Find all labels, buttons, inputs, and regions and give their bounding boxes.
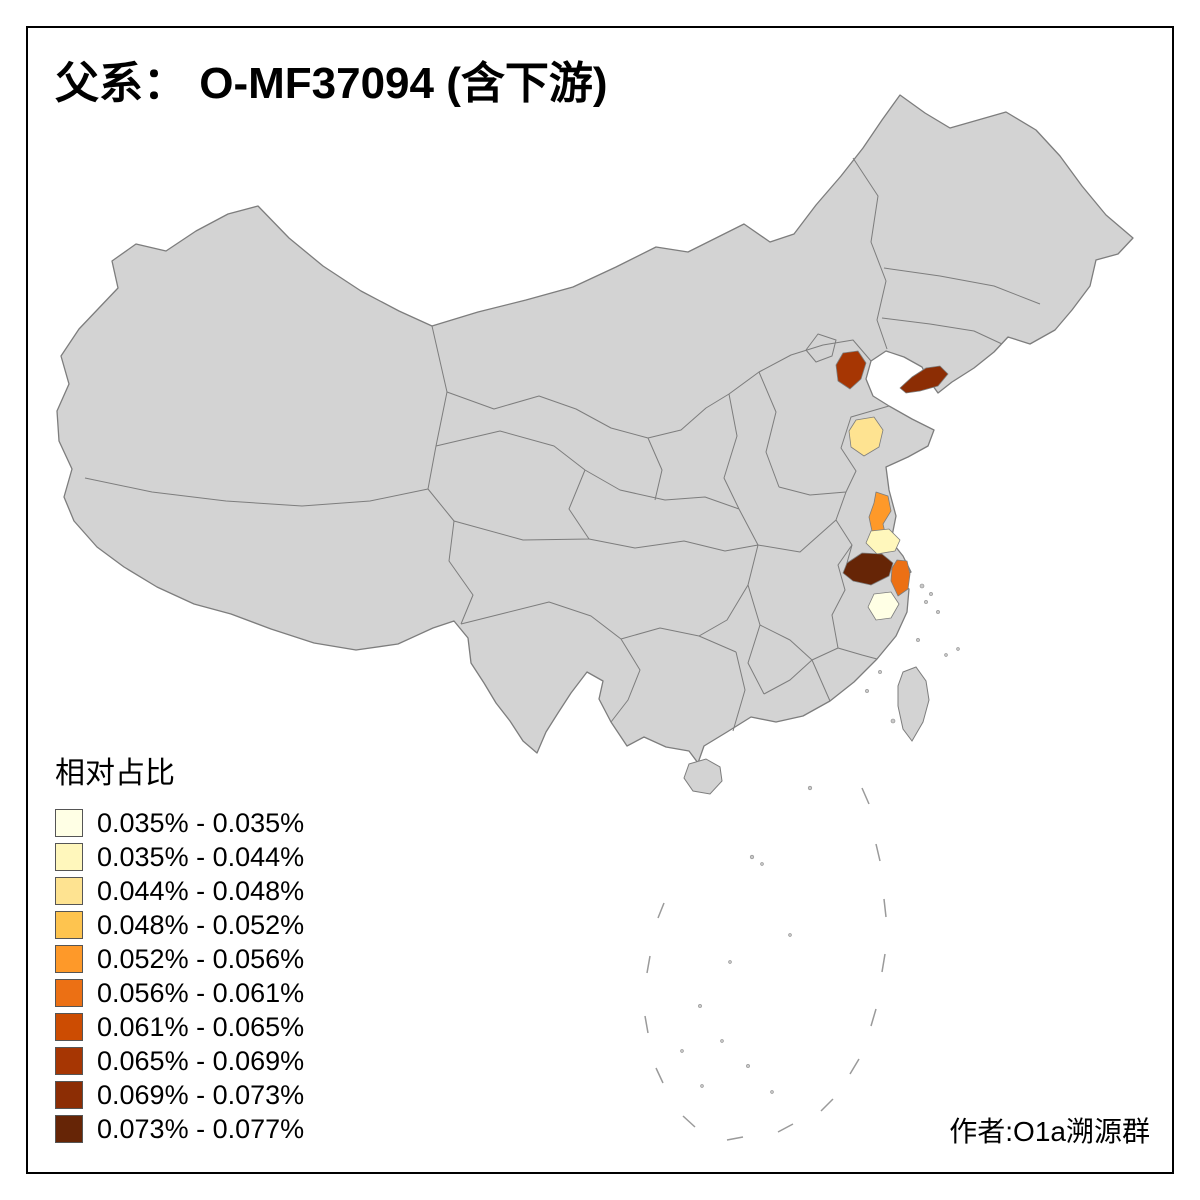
legend-swatch: [55, 1013, 83, 1041]
map-region-zhejiang-mid: [867, 591, 900, 621]
legend-item-label: 0.035% - 0.044%: [97, 841, 305, 872]
legend-item-label: 0.056% - 0.061%: [97, 977, 305, 1008]
legend-swatch: [55, 911, 83, 939]
islands: [644, 583, 960, 1141]
legend-item: 0.044% - 0.048%: [55, 874, 304, 908]
legend: 相对占比 0.035% - 0.035% 0.035% - 0.044% 0.0…: [55, 748, 304, 1146]
legend-swatch: [55, 1115, 83, 1143]
legend-item-label: 0.052% - 0.056%: [97, 943, 305, 974]
legend-item: 0.048% - 0.052%: [55, 908, 304, 942]
legend-item: 0.035% - 0.044%: [55, 840, 304, 874]
legend-item: 0.035% - 0.035%: [55, 806, 304, 840]
highlighted-regions: [835, 350, 949, 621]
legend-item: 0.052% - 0.056%: [55, 942, 304, 976]
legend-item-label: 0.065% - 0.069%: [97, 1045, 305, 1076]
legend-title: 相对占比: [55, 757, 175, 790]
legend-item: 0.069% - 0.073%: [55, 1078, 304, 1112]
province-border-west: [84, 325, 590, 625]
map-region-jiangsu-south: [865, 528, 901, 555]
legend-item-label: 0.035% - 0.035%: [97, 807, 305, 838]
legend-item: 0.073% - 0.077%: [55, 1112, 304, 1146]
legend-item-label: 0.073% - 0.077%: [97, 1113, 305, 1144]
legend-swatch: [55, 979, 83, 1007]
map-region-liaodong-peninsula: [899, 365, 949, 394]
map-region-shandong-west: [848, 416, 884, 457]
map-region-zhejiang-north: [842, 552, 894, 586]
province-border-southeast: [698, 540, 892, 732]
legend-item-label: 0.061% - 0.065%: [97, 1011, 305, 1042]
legend-swatch: [55, 877, 83, 905]
attribution: 作者:O1a溯源群: [949, 1116, 1150, 1147]
legend-item: 0.061% - 0.065%: [55, 1010, 304, 1044]
map-region-zhejiang-east: [890, 559, 911, 597]
map-region-tianjin: [835, 350, 867, 390]
province-borders: [84, 157, 1041, 732]
legend-swatch: [55, 809, 83, 837]
china-mainland: [56, 94, 1134, 764]
legend-swatch: [55, 1081, 83, 1109]
legend-item-label: 0.048% - 0.052%: [97, 909, 305, 940]
legend-item: 0.065% - 0.069%: [55, 1044, 304, 1078]
legend-swatch: [55, 945, 83, 973]
nine-dash-line: [644, 787, 887, 1141]
legend-swatch: [55, 1047, 83, 1075]
legend-swatch: [55, 843, 83, 871]
hainan-island: [683, 758, 723, 795]
plot-title: 父系： O-MF37094 (含下游): [55, 59, 608, 108]
small-islands: [680, 583, 960, 1094]
legend-item-label: 0.069% - 0.073%: [97, 1079, 305, 1110]
legend-item-label: 0.044% - 0.048%: [97, 875, 305, 906]
province-border-central: [584, 371, 890, 571]
legend-item: 0.056% - 0.061%: [55, 976, 304, 1010]
taiwan-island: [897, 666, 930, 742]
province-border-north: [446, 157, 1041, 439]
